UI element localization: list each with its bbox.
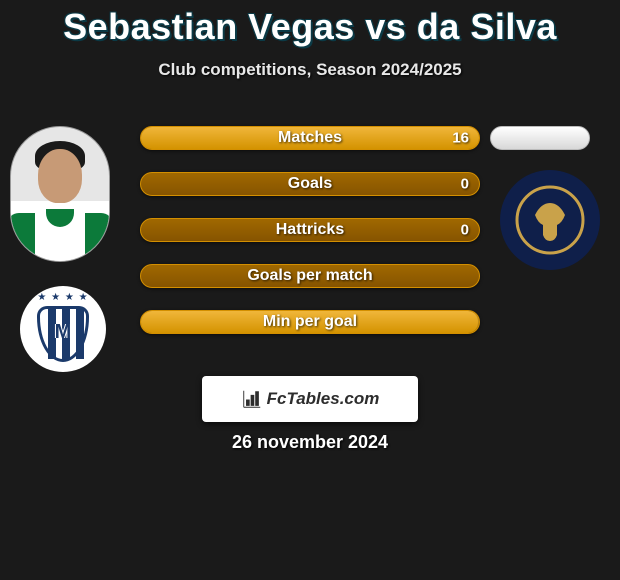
subtitle: Club competitions, Season 2024/2025 — [0, 60, 620, 80]
stat-right-value: 0 — [461, 222, 469, 239]
logo-text: FcTables.com — [267, 389, 380, 409]
player1-photo — [10, 126, 110, 262]
puma-icon — [515, 185, 585, 255]
fctables-logo: FcTables.com — [202, 376, 418, 422]
player2-photo — [490, 126, 590, 150]
stat-label: Matches — [141, 129, 479, 147]
footer-date: 26 november 2024 — [0, 432, 620, 453]
player1-club-badge: ★ ★ ★ ★ M — [20, 286, 106, 372]
stat-row: Min per goal — [140, 310, 480, 334]
page-title: Sebastian Vegas vs da Silva — [0, 0, 620, 48]
stat-row: Hattricks 0 — [140, 218, 480, 242]
stat-label: Hattricks — [141, 221, 479, 239]
bar-chart-icon — [241, 388, 263, 410]
stat-right-value: 0 — [461, 176, 469, 193]
stat-row: Goals 0 — [140, 172, 480, 196]
stat-row: Matches 16 — [140, 126, 480, 150]
stat-label: Min per goal — [141, 313, 479, 331]
stat-label: Goals — [141, 175, 479, 193]
stat-label: Goals per match — [141, 267, 479, 285]
stat-right-value: 16 — [452, 130, 469, 147]
stat-row: Goals per match — [140, 264, 480, 288]
stat-bars: Matches 16 Goals 0 Hattricks 0 Goals per… — [140, 126, 480, 356]
player2-club-badge — [500, 170, 600, 270]
